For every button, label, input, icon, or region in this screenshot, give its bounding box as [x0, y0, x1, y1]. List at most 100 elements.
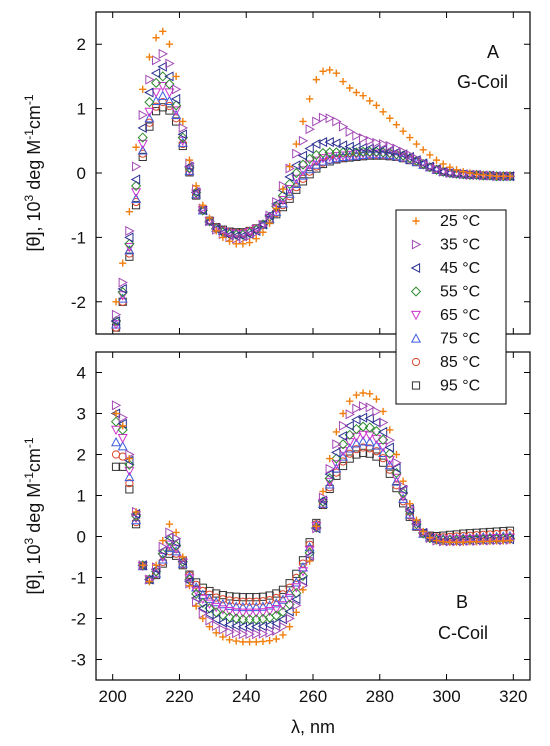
data-point — [118, 412, 128, 423]
data-point — [358, 448, 368, 457]
data-point — [338, 121, 349, 132]
data-point — [284, 587, 295, 597]
data-point — [217, 610, 228, 621]
data-point — [386, 426, 394, 434]
data-point — [244, 608, 255, 619]
data-point — [110, 316, 122, 327]
x-tick-label: 300 — [432, 687, 460, 706]
data-point — [284, 593, 295, 604]
legend-entry: 65 °C — [410, 307, 480, 324]
data-point — [150, 68, 161, 79]
data-point — [331, 463, 342, 473]
data-point — [130, 180, 142, 191]
data-point — [185, 582, 194, 590]
data-point — [286, 162, 294, 171]
data-point — [399, 127, 407, 135]
data-point — [337, 439, 349, 450]
data-point — [144, 87, 154, 98]
data-point — [452, 166, 461, 174]
data-point — [117, 283, 127, 294]
data-point — [131, 201, 141, 210]
data-point — [392, 450, 401, 459]
data-point — [119, 259, 127, 267]
data-point — [352, 130, 362, 141]
data-point — [258, 592, 268, 601]
data-point — [292, 608, 300, 616]
panel-b-y-axis-title: [θ], 103 deg M-1cm-1 — [22, 437, 44, 594]
data-point — [138, 110, 148, 121]
data-point — [306, 95, 314, 103]
data-point — [277, 594, 288, 604]
data-point — [125, 252, 134, 261]
data-point — [197, 603, 207, 614]
data-point — [265, 627, 275, 638]
data-point — [204, 609, 214, 620]
data-point — [317, 137, 328, 148]
data-point — [392, 457, 402, 468]
panel-b-name: C-Coil — [438, 623, 488, 643]
data-point — [358, 401, 369, 412]
panel-b: 200 220 240 260 280 300 320 -3 -2 -1 0 1 2 3 4 B C-Coi… — [22, 351, 531, 737]
y-tick-label: 3 — [77, 405, 86, 424]
data-point — [172, 533, 182, 544]
data-point — [139, 561, 147, 569]
data-point — [419, 527, 427, 536]
data-point — [371, 426, 382, 437]
data-point — [299, 586, 307, 594]
data-point — [145, 53, 154, 61]
data-point — [245, 629, 255, 640]
data-point — [251, 601, 262, 612]
data-point — [250, 225, 261, 236]
data-point — [157, 554, 168, 564]
data-point — [238, 593, 247, 602]
data-point — [452, 538, 461, 546]
data-point — [279, 185, 287, 193]
data-point — [379, 417, 389, 428]
data-point — [384, 456, 395, 466]
legend-label: 85 °C — [440, 354, 480, 371]
data-point — [357, 421, 369, 432]
data-point — [439, 538, 447, 546]
data-point — [284, 171, 294, 182]
data-point — [165, 58, 175, 69]
data-point — [351, 438, 362, 448]
data-point — [365, 402, 376, 413]
data-point — [245, 593, 254, 602]
data-point — [344, 443, 355, 453]
data-point — [157, 548, 168, 559]
data-point — [438, 167, 449, 177]
legend-label: 35 °C — [440, 237, 480, 254]
data-point — [164, 95, 175, 105]
legend-marker — [411, 357, 421, 367]
data-point — [244, 229, 254, 240]
data-point — [131, 193, 142, 203]
data-point — [305, 124, 315, 135]
data-point — [493, 172, 501, 180]
data-point — [264, 620, 274, 631]
data-point — [404, 154, 415, 165]
data-point — [479, 537, 487, 546]
data-point — [124, 471, 135, 482]
data-point — [338, 151, 349, 161]
data-point — [164, 79, 175, 90]
data-point — [225, 626, 235, 638]
data-point — [284, 606, 294, 617]
data-point — [212, 620, 222, 631]
data-point — [412, 516, 421, 524]
y-tick-label: 2 — [77, 446, 86, 465]
data-point — [371, 417, 381, 428]
data-point — [285, 613, 295, 624]
data-point — [157, 61, 167, 72]
data-point — [306, 557, 314, 565]
data-point — [237, 231, 247, 242]
data-point — [426, 151, 434, 159]
y-tick-label: 2 — [77, 35, 86, 54]
data-point — [398, 487, 409, 499]
data-point — [345, 449, 354, 458]
data-point — [391, 147, 401, 158]
data-point — [192, 182, 200, 190]
data-point — [311, 138, 321, 150]
data-point — [439, 160, 447, 168]
data-point — [291, 594, 301, 605]
data-point — [305, 538, 314, 547]
